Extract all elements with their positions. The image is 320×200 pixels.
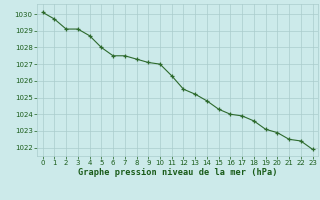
X-axis label: Graphe pression niveau de la mer (hPa): Graphe pression niveau de la mer (hPa): [78, 168, 277, 177]
